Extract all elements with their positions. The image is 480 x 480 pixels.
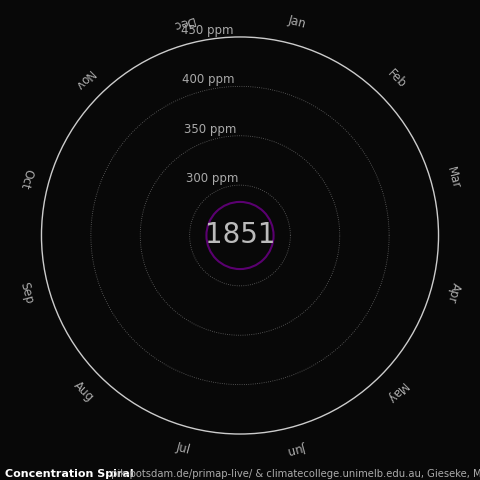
- Text: 350 ppm: 350 ppm: [184, 123, 237, 136]
- Text: Feb: Feb: [384, 67, 408, 91]
- Text: Oct: Oct: [18, 167, 36, 190]
- Text: Apr: Apr: [444, 281, 463, 304]
- Text: 300 ppm: 300 ppm: [186, 172, 238, 185]
- Text: Nov: Nov: [71, 66, 96, 92]
- Text: 450 ppm: 450 ppm: [180, 24, 233, 37]
- Text: Jun: Jun: [287, 440, 308, 458]
- Text: Aug: Aug: [71, 379, 96, 405]
- Text: pik-potsdam.de/primap-live/ & climatecollege.unimelb.edu.au, Gieseke, Meinshause: pik-potsdam.de/primap-live/ & climatecol…: [108, 469, 480, 479]
- Text: Dec: Dec: [170, 12, 195, 31]
- Text: Concentration Spiral: Concentration Spiral: [5, 469, 133, 479]
- Text: Mar: Mar: [444, 166, 463, 191]
- Text: 1851: 1851: [205, 221, 275, 250]
- Text: Jan: Jan: [287, 13, 308, 31]
- Text: Sep: Sep: [17, 280, 36, 305]
- Text: Jul: Jul: [174, 441, 192, 457]
- Text: 400 ppm: 400 ppm: [182, 73, 235, 86]
- Text: May: May: [383, 379, 409, 405]
